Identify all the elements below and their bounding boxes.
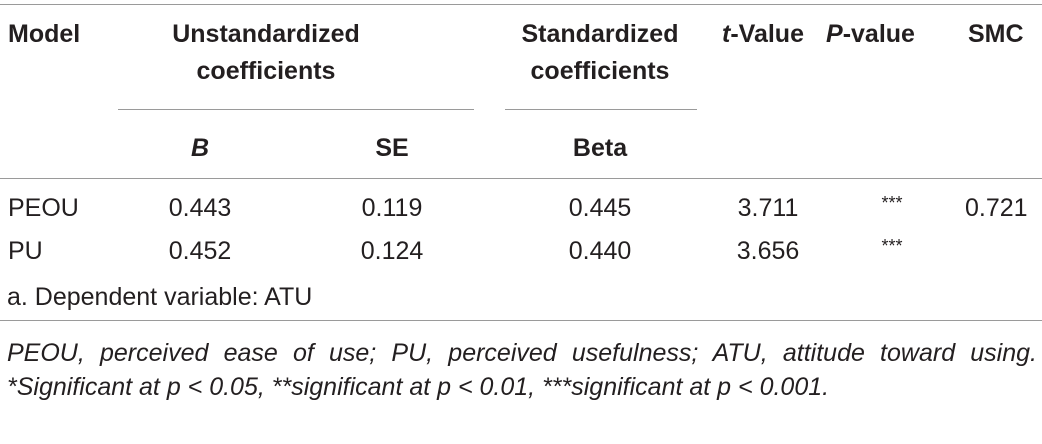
header-unstandardized-line1: Unstandardized bbox=[172, 20, 360, 48]
header-t-value: t-Value bbox=[722, 19, 804, 49]
header-standardized-line1: Standardized bbox=[521, 20, 679, 48]
row-pu-model: PU bbox=[8, 237, 43, 265]
row-peou-p: *** bbox=[881, 193, 903, 213]
row-pu-se: 0.124 bbox=[360, 237, 424, 265]
row-peou-b: 0.443 bbox=[168, 194, 232, 222]
abbreviations-note: PEOU, perceived ease of use; PU, perceiv… bbox=[7, 339, 1037, 401]
table-bottom-rule bbox=[0, 320, 1042, 321]
header-beta: Beta bbox=[572, 134, 628, 162]
table-top-rule bbox=[0, 4, 1042, 5]
header-b: B bbox=[190, 134, 210, 162]
row-peou-beta: 0.445 bbox=[568, 194, 632, 222]
row-pu-p: *** bbox=[881, 236, 903, 256]
table-footnote: a. Dependent variable: ATU bbox=[7, 283, 313, 311]
header-unstandardized-line2: coefficients bbox=[196, 57, 336, 85]
header-smc: SMC bbox=[968, 20, 1024, 48]
header-p-letter: P bbox=[826, 20, 843, 48]
header-t-suffix: -Value bbox=[730, 20, 804, 48]
header-t-letter: t bbox=[722, 20, 731, 48]
row-pu-b: 0.452 bbox=[168, 237, 232, 265]
header-standardized-line2: coefficients bbox=[530, 57, 670, 85]
row-peou-t: 3.711 bbox=[737, 194, 799, 222]
unstandardized-group-rule bbox=[118, 109, 474, 110]
row-peou-se: 0.119 bbox=[361, 194, 423, 222]
row-pu-beta: 0.440 bbox=[568, 237, 632, 265]
row-pu-t: 3.656 bbox=[736, 237, 800, 265]
row-peou-smc: 0.721 bbox=[965, 194, 1028, 222]
header-model: Model bbox=[8, 20, 81, 48]
header-bottom-rule bbox=[0, 178, 1042, 179]
header-se: SE bbox=[375, 134, 409, 162]
standardized-group-rule bbox=[505, 109, 697, 110]
row-peou-model: PEOU bbox=[8, 194, 79, 222]
header-p-suffix: -value bbox=[842, 20, 915, 48]
header-p-value: P-value bbox=[826, 19, 915, 49]
